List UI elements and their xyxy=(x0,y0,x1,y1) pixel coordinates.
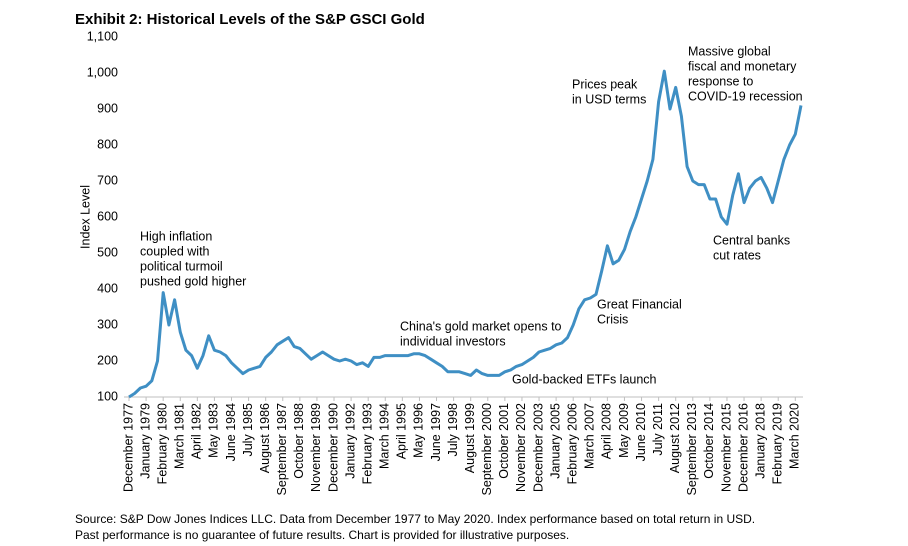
annotation: Massive global xyxy=(688,44,771,58)
annotation: China's gold market opens to xyxy=(400,319,562,333)
y-tick-label: 100 xyxy=(97,389,118,403)
annotation: response to xyxy=(688,74,753,88)
source-note: Past performance is no guarantee of futu… xyxy=(75,528,569,542)
x-tick-label: November 2015 xyxy=(719,403,733,492)
x-tick-label: January 2018 xyxy=(753,403,767,479)
y-tick-label: 800 xyxy=(97,137,118,151)
x-tick-label: August 1986 xyxy=(258,403,272,473)
annotation: Prices peak xyxy=(572,77,638,91)
data-line xyxy=(128,69,803,399)
x-tick-label: October 1988 xyxy=(292,403,306,479)
x-tick-label: December 1990 xyxy=(326,403,340,492)
x-tick-label: May 2009 xyxy=(617,403,631,458)
x-tick-label: May 1983 xyxy=(207,403,221,458)
chart-title: Exhibit 2: Historical Levels of the S&P … xyxy=(75,11,425,28)
y-tick-label: 200 xyxy=(97,353,118,367)
x-tick-label: February 1980 xyxy=(155,403,169,484)
x-tick-label: March 2020 xyxy=(788,403,802,469)
annotation: political turmoil xyxy=(140,259,223,273)
x-tick-label: November 1989 xyxy=(309,403,323,492)
annotation: COVID-19 recession xyxy=(688,89,803,103)
y-tick-label: 600 xyxy=(97,209,118,223)
annotation: individual investors xyxy=(400,334,506,348)
y-tick-label: 500 xyxy=(97,245,118,259)
x-tick-label: July 2011 xyxy=(651,403,665,456)
x-tick-label: May 1996 xyxy=(412,403,426,458)
x-tick-label: September 1987 xyxy=(275,403,289,495)
x-tick-label: September 2000 xyxy=(480,403,494,495)
x-tick-label: July 1985 xyxy=(241,403,255,457)
y-tick-label: 1,100 xyxy=(87,29,118,43)
annotation: Gold-backed ETFs launch xyxy=(512,372,657,386)
annotation: High inflation xyxy=(140,229,212,243)
x-tick-label: February 1993 xyxy=(360,403,374,484)
annotation: pushed gold higher xyxy=(140,274,246,288)
x-tick-label: December 2016 xyxy=(736,403,750,492)
annotation: Crisis xyxy=(597,312,628,326)
x-tick-label: January 1979 xyxy=(138,403,152,479)
x-tick-label: November 2002 xyxy=(514,403,528,492)
y-tick-label: 1,000 xyxy=(87,65,118,79)
y-tick-label: 300 xyxy=(97,317,118,331)
annotation: Great Financial xyxy=(597,297,682,311)
x-tick-label: December 2003 xyxy=(531,403,545,492)
x-tick-label: October 2001 xyxy=(497,403,511,479)
y-tick-label: 700 xyxy=(97,173,118,187)
annotation: cut rates xyxy=(713,248,761,262)
y-axis-label: Index Level xyxy=(78,185,92,249)
x-tick-label: June 2010 xyxy=(634,403,648,461)
x-tick-label: March 1994 xyxy=(378,403,392,469)
x-tick-label: January 2005 xyxy=(548,403,562,479)
annotation: in USD terms xyxy=(572,92,646,106)
x-tick-label: July 1998 xyxy=(446,403,460,457)
y-tick-label: 400 xyxy=(97,281,118,295)
x-tick-label: June 1997 xyxy=(429,403,443,461)
x-tick-label: February 2019 xyxy=(771,403,785,484)
x-tick-label: June 1984 xyxy=(224,403,238,461)
x-tick-label: September 2013 xyxy=(685,403,699,495)
x-tick-label: February 2006 xyxy=(566,403,580,484)
x-tick-label: January 1992 xyxy=(343,403,357,479)
x-tick-label: April 2008 xyxy=(600,403,614,459)
x-tick-label: March 2007 xyxy=(583,403,597,469)
x-tick-label: March 1981 xyxy=(173,403,187,469)
x-tick-label: August 2012 xyxy=(668,403,682,473)
source-note: Source: S&P Dow Jones Indices LLC. Data … xyxy=(75,512,755,526)
annotation: Central banks xyxy=(713,233,790,247)
x-tick-label: October 2014 xyxy=(702,403,716,479)
annotation: coupled with xyxy=(140,244,210,258)
x-tick-label: April 1982 xyxy=(190,403,204,459)
y-tick-label: 900 xyxy=(97,101,118,115)
x-tick-label: December 1977 xyxy=(121,403,135,492)
x-tick-label: April 1995 xyxy=(395,403,409,459)
x-tick-label: August 1999 xyxy=(463,403,477,473)
annotation: fiscal and monetary xyxy=(688,59,797,73)
